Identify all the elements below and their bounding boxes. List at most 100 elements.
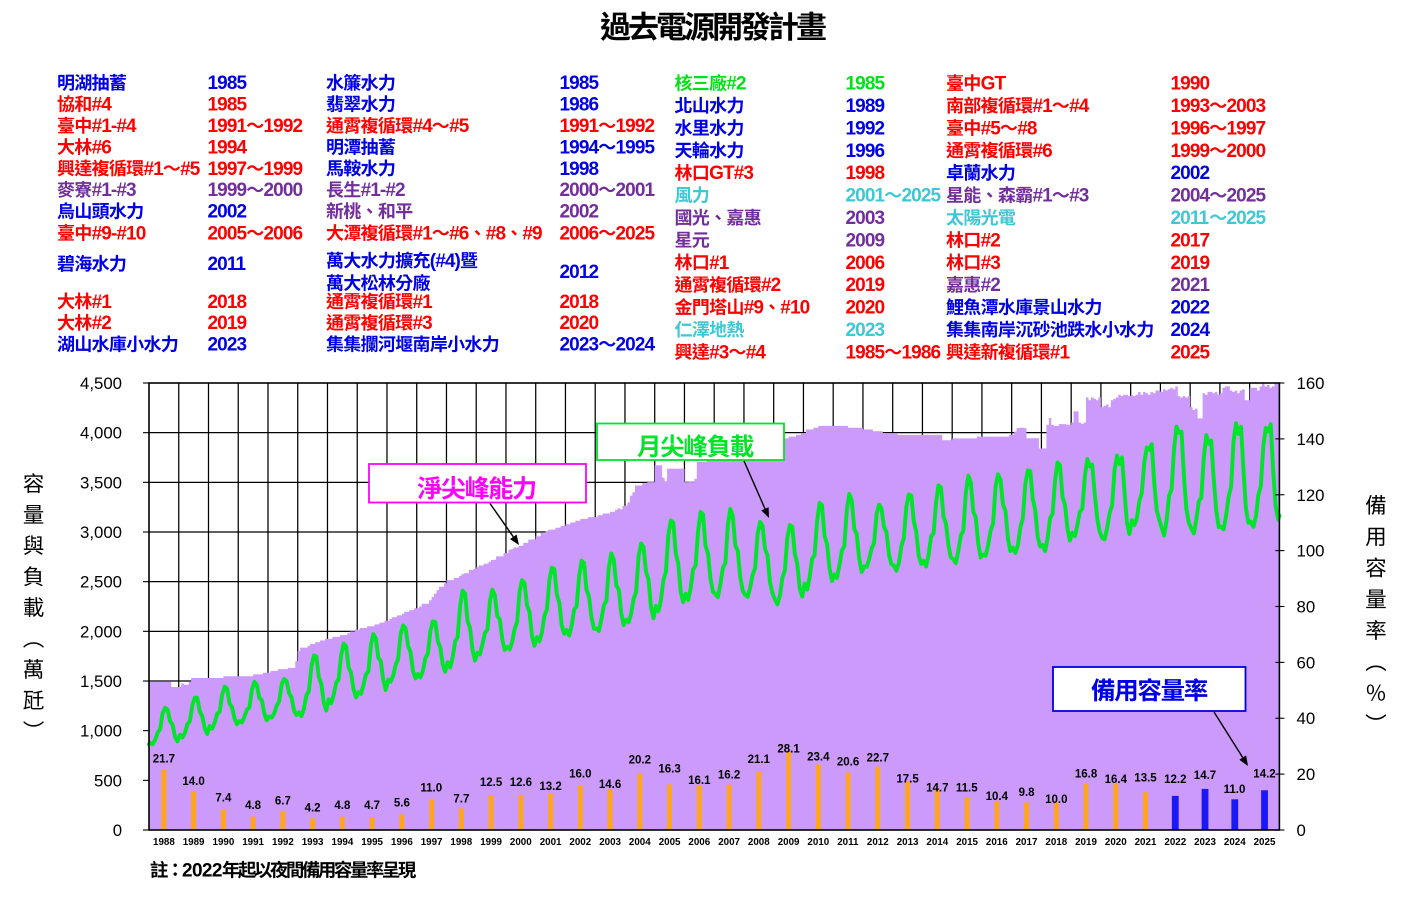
svg-text:1992: 1992 <box>272 837 294 848</box>
svg-text:14.0: 14.0 <box>182 776 204 788</box>
svg-text:16.4: 16.4 <box>1105 774 1128 786</box>
svg-text:1991: 1991 <box>208 116 248 137</box>
svg-text:#4: #4 <box>1069 96 1090 117</box>
svg-text:2012: 2012 <box>560 262 599 283</box>
svg-text:11.0: 11.0 <box>1224 784 1246 796</box>
svg-text:GT#3: GT#3 <box>709 163 753 184</box>
svg-text:1998: 1998 <box>846 163 885 184</box>
svg-text:2018: 2018 <box>208 292 247 313</box>
svg-text:17.5: 17.5 <box>896 774 919 786</box>
svg-text:4.2: 4.2 <box>305 802 321 814</box>
svg-text:2005: 2005 <box>659 837 681 848</box>
svg-text:#4: #4 <box>92 95 113 116</box>
svg-text:#6: #6 <box>449 223 469 244</box>
svg-text:2017: 2017 <box>1171 230 1210 251</box>
svg-text:#1: #1 <box>1050 342 1071 363</box>
svg-text:1990: 1990 <box>213 837 235 848</box>
svg-text:1999: 1999 <box>480 837 502 848</box>
svg-text:1995: 1995 <box>616 137 656 158</box>
svg-text:1996: 1996 <box>391 837 413 848</box>
svg-text:#8: #8 <box>1017 118 1037 139</box>
svg-text:2008: 2008 <box>748 837 770 848</box>
svg-text:160: 160 <box>1297 374 1325 393</box>
svg-text:21.7: 21.7 <box>153 753 175 765</box>
svg-text:#4: #4 <box>413 116 434 137</box>
svg-text:#1-#4: #1-#4 <box>92 116 137 137</box>
svg-text:7.4: 7.4 <box>215 792 232 804</box>
svg-text:#2: #2 <box>981 275 1001 296</box>
svg-text:1985: 1985 <box>208 95 248 116</box>
svg-text:11.0: 11.0 <box>420 782 442 794</box>
svg-text:20.6: 20.6 <box>837 757 859 769</box>
svg-text:#3: #3 <box>413 313 433 334</box>
svg-text:2003: 2003 <box>599 837 621 848</box>
svg-text:#10: #10 <box>780 298 809 319</box>
svg-text:1992: 1992 <box>846 118 885 139</box>
svg-text:14.7: 14.7 <box>1194 770 1216 782</box>
svg-text:6.7: 6.7 <box>275 795 291 807</box>
svg-text:2022: 2022 <box>1164 837 1186 848</box>
svg-text:2001: 2001 <box>846 186 886 207</box>
svg-text:2017: 2017 <box>1016 837 1038 848</box>
svg-text:2024: 2024 <box>1224 837 1246 848</box>
svg-text:1989: 1989 <box>846 96 885 117</box>
svg-text:2004: 2004 <box>629 837 651 848</box>
svg-text:1994: 1994 <box>208 137 248 158</box>
svg-text:2005: 2005 <box>208 223 248 244</box>
svg-text:2024: 2024 <box>616 335 656 356</box>
svg-text:#5: #5 <box>180 159 201 180</box>
svg-text:2006: 2006 <box>688 837 710 848</box>
svg-text:#9: #9 <box>522 223 542 244</box>
svg-text:2020: 2020 <box>1105 837 1127 848</box>
svg-text:1992: 1992 <box>616 116 655 137</box>
svg-text:2019: 2019 <box>208 313 247 334</box>
svg-text:2009: 2009 <box>778 837 800 848</box>
svg-text:2024: 2024 <box>1171 320 1211 341</box>
svg-text:2020: 2020 <box>846 298 885 319</box>
svg-text:#6: #6 <box>92 137 112 158</box>
svg-text:2022: 2022 <box>1171 298 1210 319</box>
svg-text:#2: #2 <box>92 313 112 334</box>
svg-text:2021: 2021 <box>1171 275 1211 296</box>
svg-text:40: 40 <box>1297 709 1316 728</box>
svg-text:2004: 2004 <box>1171 186 1211 207</box>
svg-text:1985: 1985 <box>846 342 886 363</box>
svg-text:16.8: 16.8 <box>1075 769 1098 781</box>
svg-text:4.8: 4.8 <box>334 800 351 812</box>
svg-text:20.2: 20.2 <box>629 755 651 767</box>
svg-text:#9: #9 <box>744 298 764 319</box>
svg-text:2000: 2000 <box>264 180 303 201</box>
svg-text:2003: 2003 <box>1227 96 1266 117</box>
svg-text:21.1: 21.1 <box>748 754 771 766</box>
svg-text:2013: 2013 <box>897 837 919 848</box>
svg-text:13.2: 13.2 <box>539 781 561 793</box>
svg-text:2011: 2011 <box>208 254 247 275</box>
svg-text:#1: #1 <box>413 223 434 244</box>
svg-text:4,500: 4,500 <box>80 374 122 393</box>
svg-text:1990: 1990 <box>1171 74 1210 95</box>
svg-text:2021: 2021 <box>1135 837 1157 848</box>
svg-text:#1: #1 <box>1033 186 1054 207</box>
svg-text:0: 0 <box>1297 821 1306 840</box>
svg-text:2003: 2003 <box>846 208 885 229</box>
svg-text:1991: 1991 <box>242 837 264 848</box>
svg-text:2002: 2002 <box>208 202 247 223</box>
svg-text:2018: 2018 <box>1045 837 1067 848</box>
svg-text:2015: 2015 <box>956 837 978 848</box>
svg-text:16.3: 16.3 <box>658 764 680 776</box>
svg-text:1996: 1996 <box>1171 118 1210 139</box>
svg-text:1998: 1998 <box>560 159 599 180</box>
svg-text:#5: #5 <box>449 116 470 137</box>
svg-text:1998: 1998 <box>450 837 472 848</box>
svg-text:2002: 2002 <box>1171 163 1210 184</box>
svg-text:2025: 2025 <box>902 186 942 207</box>
svg-text:1986: 1986 <box>902 342 941 363</box>
svg-text:14.6: 14.6 <box>599 779 621 791</box>
svg-text:140: 140 <box>1297 430 1325 449</box>
svg-text:2023: 2023 <box>208 335 247 356</box>
svg-text:2012: 2012 <box>867 837 889 848</box>
svg-text:3,500: 3,500 <box>80 473 122 492</box>
svg-text:10.0: 10.0 <box>1045 794 1067 806</box>
svg-text:1994: 1994 <box>560 137 600 158</box>
svg-text:14.2: 14.2 <box>1253 768 1275 780</box>
